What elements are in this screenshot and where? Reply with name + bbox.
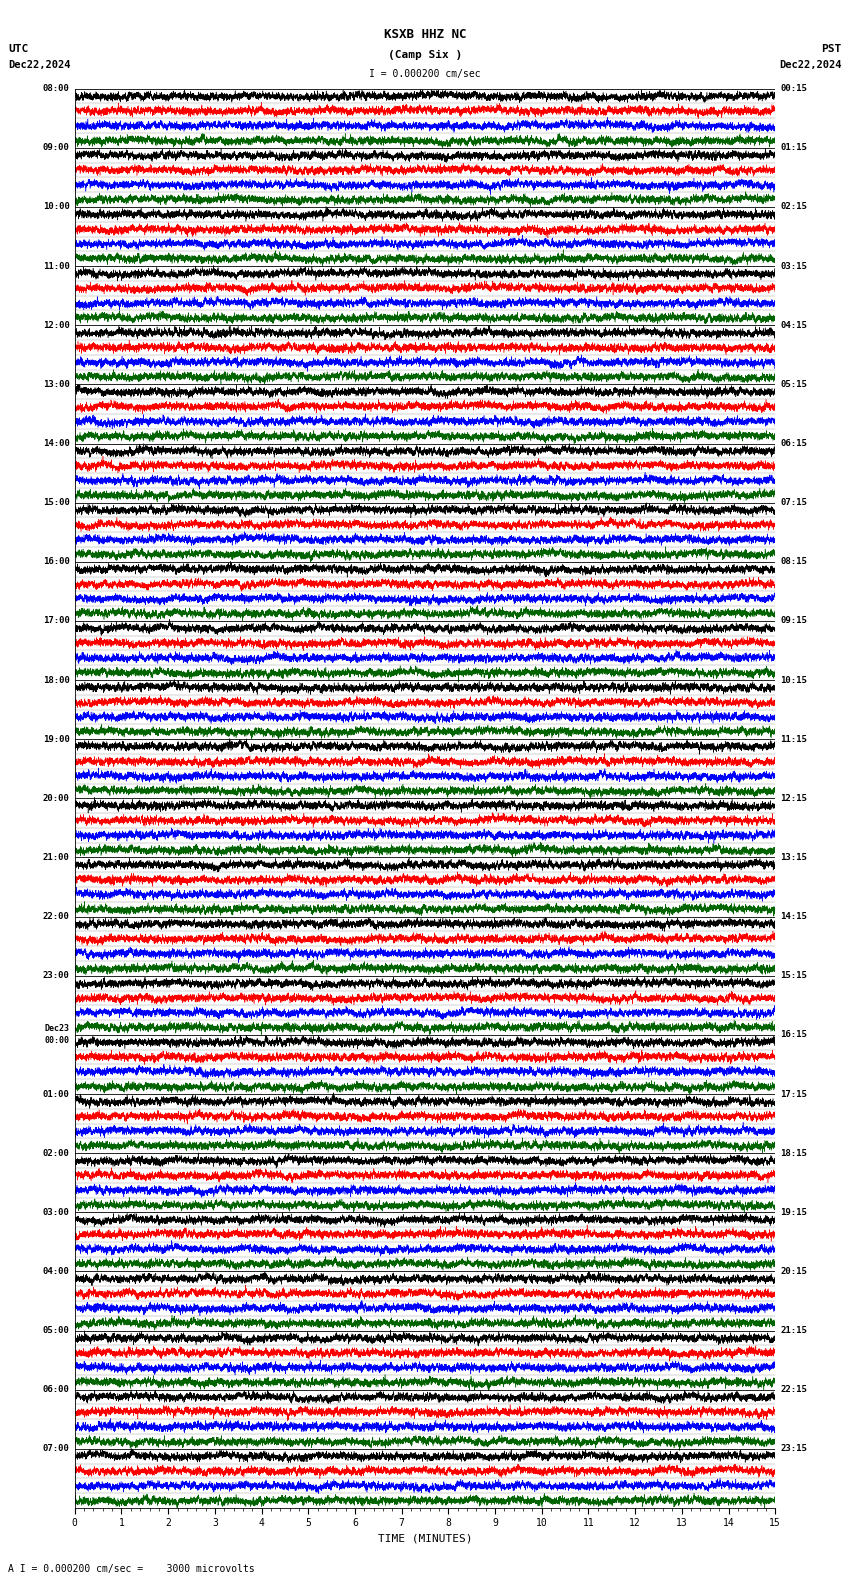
Text: 14:15: 14:15	[780, 912, 808, 922]
Text: 05:00: 05:00	[42, 1326, 70, 1335]
Text: 10:15: 10:15	[780, 675, 808, 684]
Text: 16:15: 16:15	[780, 1030, 808, 1039]
Text: (Camp Six ): (Camp Six )	[388, 51, 462, 60]
Text: 06:00: 06:00	[42, 1384, 70, 1394]
Text: 06:15: 06:15	[780, 439, 808, 448]
Text: 12:00: 12:00	[42, 320, 70, 329]
Text: 21:00: 21:00	[42, 852, 70, 862]
Text: 03:00: 03:00	[42, 1207, 70, 1217]
Text: 19:15: 19:15	[780, 1207, 808, 1217]
Text: Dec22,2024: Dec22,2024	[779, 60, 842, 70]
Text: 08:00: 08:00	[42, 84, 70, 93]
Text: 18:15: 18:15	[780, 1148, 808, 1158]
Text: 22:00: 22:00	[42, 912, 70, 922]
Text: 01:00: 01:00	[42, 1090, 70, 1099]
Text: 12:15: 12:15	[780, 794, 808, 803]
Text: 07:15: 07:15	[780, 497, 808, 507]
Text: UTC: UTC	[8, 44, 29, 54]
Text: 14:00: 14:00	[42, 439, 70, 448]
Text: 16:00: 16:00	[42, 558, 70, 567]
Text: 10:00: 10:00	[42, 203, 70, 212]
Text: 01:15: 01:15	[780, 143, 808, 152]
Text: 00:00: 00:00	[45, 1036, 70, 1045]
Text: 02:15: 02:15	[780, 203, 808, 212]
Text: 05:15: 05:15	[780, 380, 808, 390]
Text: 13:00: 13:00	[42, 380, 70, 390]
Text: 04:00: 04:00	[42, 1267, 70, 1277]
Text: 03:15: 03:15	[780, 261, 808, 271]
X-axis label: TIME (MINUTES): TIME (MINUTES)	[377, 1533, 473, 1544]
Text: 21:15: 21:15	[780, 1326, 808, 1335]
Text: 00:15: 00:15	[780, 84, 808, 93]
Text: PST: PST	[821, 44, 842, 54]
Text: 17:00: 17:00	[42, 616, 70, 626]
Text: KSXB HHZ NC: KSXB HHZ NC	[383, 29, 467, 41]
Text: 18:00: 18:00	[42, 675, 70, 684]
Text: 11:15: 11:15	[780, 735, 808, 744]
Text: 13:15: 13:15	[780, 852, 808, 862]
Text: 23:15: 23:15	[780, 1445, 808, 1454]
Text: 15:00: 15:00	[42, 497, 70, 507]
Text: 02:00: 02:00	[42, 1148, 70, 1158]
Text: Dec23: Dec23	[45, 1025, 70, 1033]
Text: 17:15: 17:15	[780, 1090, 808, 1099]
Text: 22:15: 22:15	[780, 1384, 808, 1394]
Text: 11:00: 11:00	[42, 261, 70, 271]
Text: I = 0.000200 cm/sec: I = 0.000200 cm/sec	[369, 70, 481, 79]
Text: 08:15: 08:15	[780, 558, 808, 567]
Text: 20:15: 20:15	[780, 1267, 808, 1277]
Text: 20:00: 20:00	[42, 794, 70, 803]
Text: 04:15: 04:15	[780, 320, 808, 329]
Text: A I = 0.000200 cm/sec =    3000 microvolts: A I = 0.000200 cm/sec = 3000 microvolts	[8, 1565, 255, 1574]
Text: 07:00: 07:00	[42, 1445, 70, 1454]
Text: 15:15: 15:15	[780, 971, 808, 980]
Text: 23:00: 23:00	[42, 971, 70, 980]
Text: Dec22,2024: Dec22,2024	[8, 60, 71, 70]
Text: 19:00: 19:00	[42, 735, 70, 744]
Text: 09:00: 09:00	[42, 143, 70, 152]
Text: 09:15: 09:15	[780, 616, 808, 626]
